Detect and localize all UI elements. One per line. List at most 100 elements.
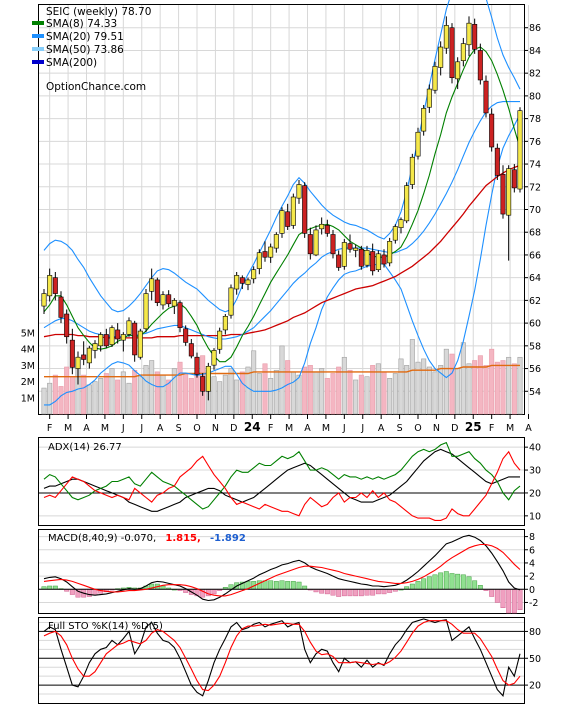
- volume-bar: [120, 371, 126, 415]
- candle-up: [256, 252, 262, 269]
- candle-up: [415, 131, 421, 157]
- time-axis-label: N: [212, 423, 219, 434]
- volume-bars: [41, 339, 523, 415]
- candle-up: [296, 184, 302, 199]
- candle-up: [409, 156, 415, 185]
- legend-swatch: [32, 47, 44, 51]
- volume-bar: [52, 374, 58, 415]
- candle-up: [47, 275, 53, 297]
- macd-histogram-bar: [296, 581, 302, 590]
- price-axis-label: 58: [529, 341, 541, 352]
- volume-axis: 5M 4M 3M 2M 1M: [21, 328, 35, 404]
- candle-up: [41, 293, 47, 307]
- volume-bar: [443, 348, 449, 415]
- stochastic-series-line: [43, 620, 521, 692]
- time-axis-label: A: [378, 423, 385, 434]
- time-axis-label: S: [176, 423, 182, 434]
- adx-axis-label: 20: [529, 488, 541, 499]
- macd-axis-label: 4: [529, 558, 535, 569]
- macd-histogram-bar: [347, 589, 353, 597]
- candle-down: [489, 113, 495, 148]
- volume-bar: [398, 358, 404, 415]
- volume-bar: [103, 373, 109, 415]
- time-axis-label: M: [64, 423, 72, 434]
- candle-up: [211, 350, 217, 366]
- macd-series-line: [43, 543, 521, 597]
- price-axis-label: 72: [529, 182, 541, 193]
- candle-up: [404, 185, 410, 222]
- volume-bar: [58, 386, 64, 415]
- candlesticks: [41, 16, 523, 401]
- macd-histogram-bar: [438, 572, 444, 590]
- volume-bar: [256, 373, 262, 415]
- macd-histogram-bar: [381, 589, 387, 595]
- candle-down: [262, 251, 268, 258]
- volume-bar: [506, 356, 512, 415]
- candle-up: [432, 66, 438, 91]
- volume-bar: [460, 342, 466, 415]
- candle-up: [426, 88, 432, 108]
- stochastic-axis-label: 50: [529, 654, 541, 665]
- stochastic-panel: 20 50 80 Full STO %K(14) %D(5): [38, 617, 541, 704]
- legend-entry: SMA(200): [46, 57, 97, 69]
- macd-histogram-bar: [500, 589, 506, 608]
- candle-up: [273, 234, 279, 249]
- volume-bar: [268, 378, 274, 415]
- adx-axis-label: 40: [529, 443, 541, 454]
- macd-histogram-bar: [517, 589, 523, 610]
- candle-up: [149, 278, 155, 292]
- candle-down: [154, 279, 160, 303]
- chart-title: SEIC (weekly) 78.70: [46, 6, 151, 18]
- volume-bar: [353, 379, 359, 415]
- candle-up: [171, 300, 177, 307]
- volume-bar: [98, 378, 104, 415]
- volume-bar: [438, 365, 444, 415]
- time-axis-label: N: [433, 423, 440, 434]
- price-axis-label: 60: [529, 319, 541, 330]
- macd-histogram-bar: [205, 589, 211, 597]
- candle-up: [251, 269, 257, 280]
- candle-up: [517, 110, 523, 190]
- candle-up: [506, 168, 512, 216]
- candle-up: [268, 246, 274, 258]
- price-axis-label: 62: [529, 296, 541, 307]
- legend: SEIC (weekly) 78.70 SMA(8) 74.33SMA(20) …: [32, 6, 151, 93]
- candle-up: [421, 108, 427, 132]
- time-axis-label: J: [360, 423, 364, 434]
- volume-bar: [154, 371, 160, 415]
- candle-up: [86, 347, 92, 364]
- macd-axis-label: 6: [529, 545, 535, 556]
- macd-axis-label: 0: [529, 585, 535, 596]
- macd-signal-value: -1.892: [210, 533, 246, 544]
- volume-bar: [251, 350, 257, 415]
- price-axis-label: 84: [529, 46, 541, 57]
- volume-bar: [115, 379, 121, 415]
- macd-label-value: 1.815,: [165, 533, 200, 544]
- candle-up: [126, 320, 132, 335]
- volume-bar: [511, 363, 517, 415]
- candle-up: [392, 226, 398, 241]
- price-axis-label: 78: [529, 114, 541, 125]
- macd-series-line: [43, 534, 521, 602]
- price-axis-label: 80: [529, 91, 541, 102]
- volume-bar: [387, 378, 393, 415]
- legend-swatch: [32, 60, 44, 64]
- time-axis-label: S: [397, 423, 403, 434]
- volume-bar: [517, 356, 523, 415]
- volume-bar: [477, 355, 483, 415]
- time-axis-label: M: [506, 423, 514, 434]
- candle-up: [228, 287, 234, 316]
- macd-histogram-bar: [443, 571, 449, 590]
- volume-axis-label: 2M: [21, 377, 35, 388]
- volume-bar: [143, 365, 149, 415]
- volume-bar: [381, 371, 387, 415]
- macd-histogram-bar: [324, 589, 330, 595]
- volume-bar: [472, 360, 478, 415]
- price-axis-label: 82: [529, 69, 541, 80]
- volume-bar: [92, 381, 98, 415]
- candle-up: [217, 330, 223, 350]
- candle-down: [347, 243, 353, 250]
- candle-up: [98, 334, 104, 347]
- price-axis-label: 76: [529, 137, 541, 148]
- watermark: OptionChance.com: [46, 81, 146, 93]
